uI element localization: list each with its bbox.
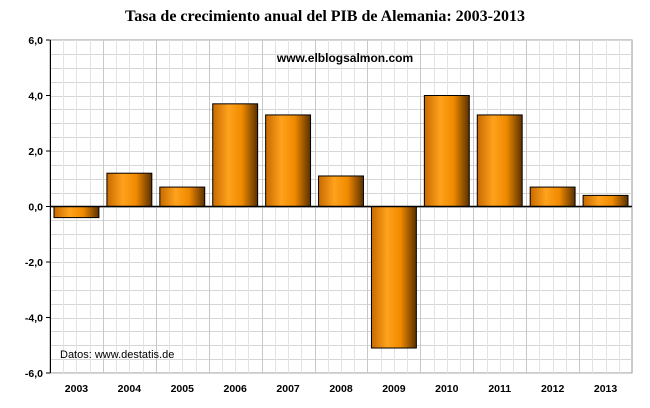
x-tick-label: 2011: [488, 383, 511, 395]
bar-2005: [159, 186, 206, 207]
bar-2007: [265, 114, 312, 207]
x-tick-label: 2007: [276, 383, 300, 395]
x-tick-label: 2013: [594, 383, 618, 395]
x-tick-label: 2004: [118, 383, 142, 395]
y-tick-label: -4,0: [25, 313, 43, 325]
bar-2010: [423, 95, 470, 207]
x-tick-label: 2008: [329, 383, 353, 395]
x-tick-label: 2010: [435, 383, 459, 395]
bar-2003: [53, 206, 100, 219]
bar-2011: [476, 114, 523, 207]
bars: [53, 95, 629, 349]
y-tick-label: -6,0: [25, 368, 43, 380]
bar-2013: [582, 194, 629, 207]
watermark-text: www.elblogsalmon.com: [276, 51, 413, 65]
y-tick-label: 6,0: [28, 35, 43, 47]
x-tick-label: 2005: [171, 383, 195, 395]
bar-2004: [106, 172, 153, 207]
axes: 6,0 4,0 2,0 0,0 -2,0 -4,0 -6,0 2003 2004 2005 2006…: [25, 35, 632, 395]
y-tick-label: 4,0: [28, 91, 43, 103]
y-tick-label: 2,0: [28, 146, 43, 158]
bar-2006: [212, 103, 259, 207]
x-tick-label: 2009: [382, 383, 406, 395]
x-tick-label: 2012: [541, 383, 565, 395]
bar-2008: [318, 175, 364, 208]
y-tick-label: -2,0: [25, 257, 43, 269]
bar-2009: [370, 206, 417, 349]
bar-2012: [529, 186, 576, 207]
source-note: Datos: www.destatis.de: [60, 349, 174, 361]
chart-title: Tasa de crecimiento anual del PIB de Ale…: [125, 8, 525, 25]
grid-lines: [49, 39, 633, 374]
y-tick-label: 0,0: [28, 202, 43, 214]
x-tick-label: 2006: [224, 383, 248, 395]
x-tick-label: 2003: [65, 383, 89, 395]
